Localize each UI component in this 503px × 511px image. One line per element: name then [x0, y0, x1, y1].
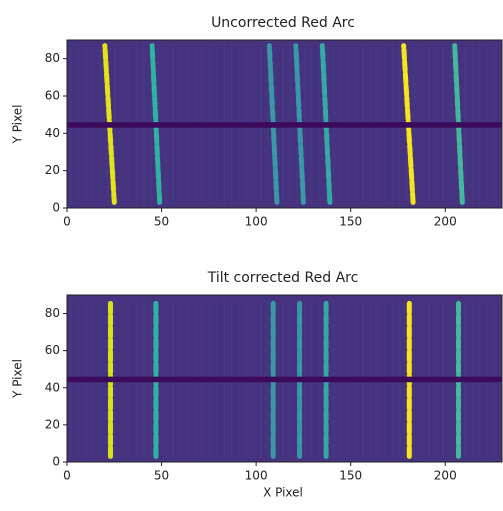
y-tick-label: 40	[45, 126, 60, 140]
frame	[66, 294, 503, 463]
y-axis-label: Y Pixel	[11, 359, 25, 399]
y-axis-label: Y Pixel	[11, 105, 25, 145]
y-tick-label: 0	[52, 201, 60, 215]
frame	[66, 39, 503, 209]
y-tick-label: 60	[45, 89, 60, 103]
y-tick-label: 60	[45, 343, 60, 357]
x-tick-label: 100	[245, 469, 268, 483]
x-axis-label: X Pixel	[263, 486, 303, 500]
y-tick-label: 40	[45, 380, 60, 394]
x-tick-label: 50	[154, 469, 169, 483]
x-tick-label: 200	[434, 469, 457, 483]
x-tick-label: 100	[245, 215, 268, 229]
x-tick-label: 0	[63, 469, 71, 483]
x-tick-label: 150	[339, 469, 362, 483]
y-tick-label: 20	[45, 417, 60, 431]
y-tick-label: 0	[52, 455, 60, 469]
panel-title: Tilt corrected Red Arc	[207, 270, 359, 286]
detector-gap	[67, 376, 502, 383]
y-tick-label: 20	[45, 163, 60, 177]
y-tick-label: 80	[45, 51, 60, 65]
detector-gap	[67, 122, 502, 128]
x-tick-label: 0	[63, 215, 71, 229]
y-tick-label: 80	[45, 306, 60, 320]
x-tick-label: 150	[339, 215, 362, 229]
x-tick-label: 200	[434, 215, 457, 229]
x-tick-label: 50	[154, 215, 169, 229]
panel-title: Uncorrected Red Arc	[211, 15, 355, 31]
